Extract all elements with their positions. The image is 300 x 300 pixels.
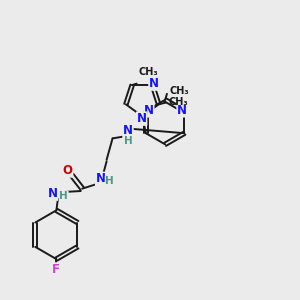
Text: N: N	[144, 104, 154, 117]
Text: N: N	[47, 187, 58, 200]
Text: CH₃: CH₃	[168, 97, 188, 107]
Text: N: N	[149, 77, 159, 90]
Text: O: O	[63, 164, 73, 177]
Text: CH₃: CH₃	[170, 86, 190, 96]
Text: H: H	[124, 136, 132, 146]
Text: N: N	[137, 112, 147, 125]
Text: H: H	[59, 191, 68, 201]
Text: H: H	[105, 176, 114, 186]
Text: N: N	[123, 124, 133, 137]
Text: N: N	[96, 172, 106, 185]
Text: N: N	[177, 104, 187, 117]
Text: CH₃: CH₃	[138, 67, 158, 77]
Text: F: F	[52, 263, 60, 276]
